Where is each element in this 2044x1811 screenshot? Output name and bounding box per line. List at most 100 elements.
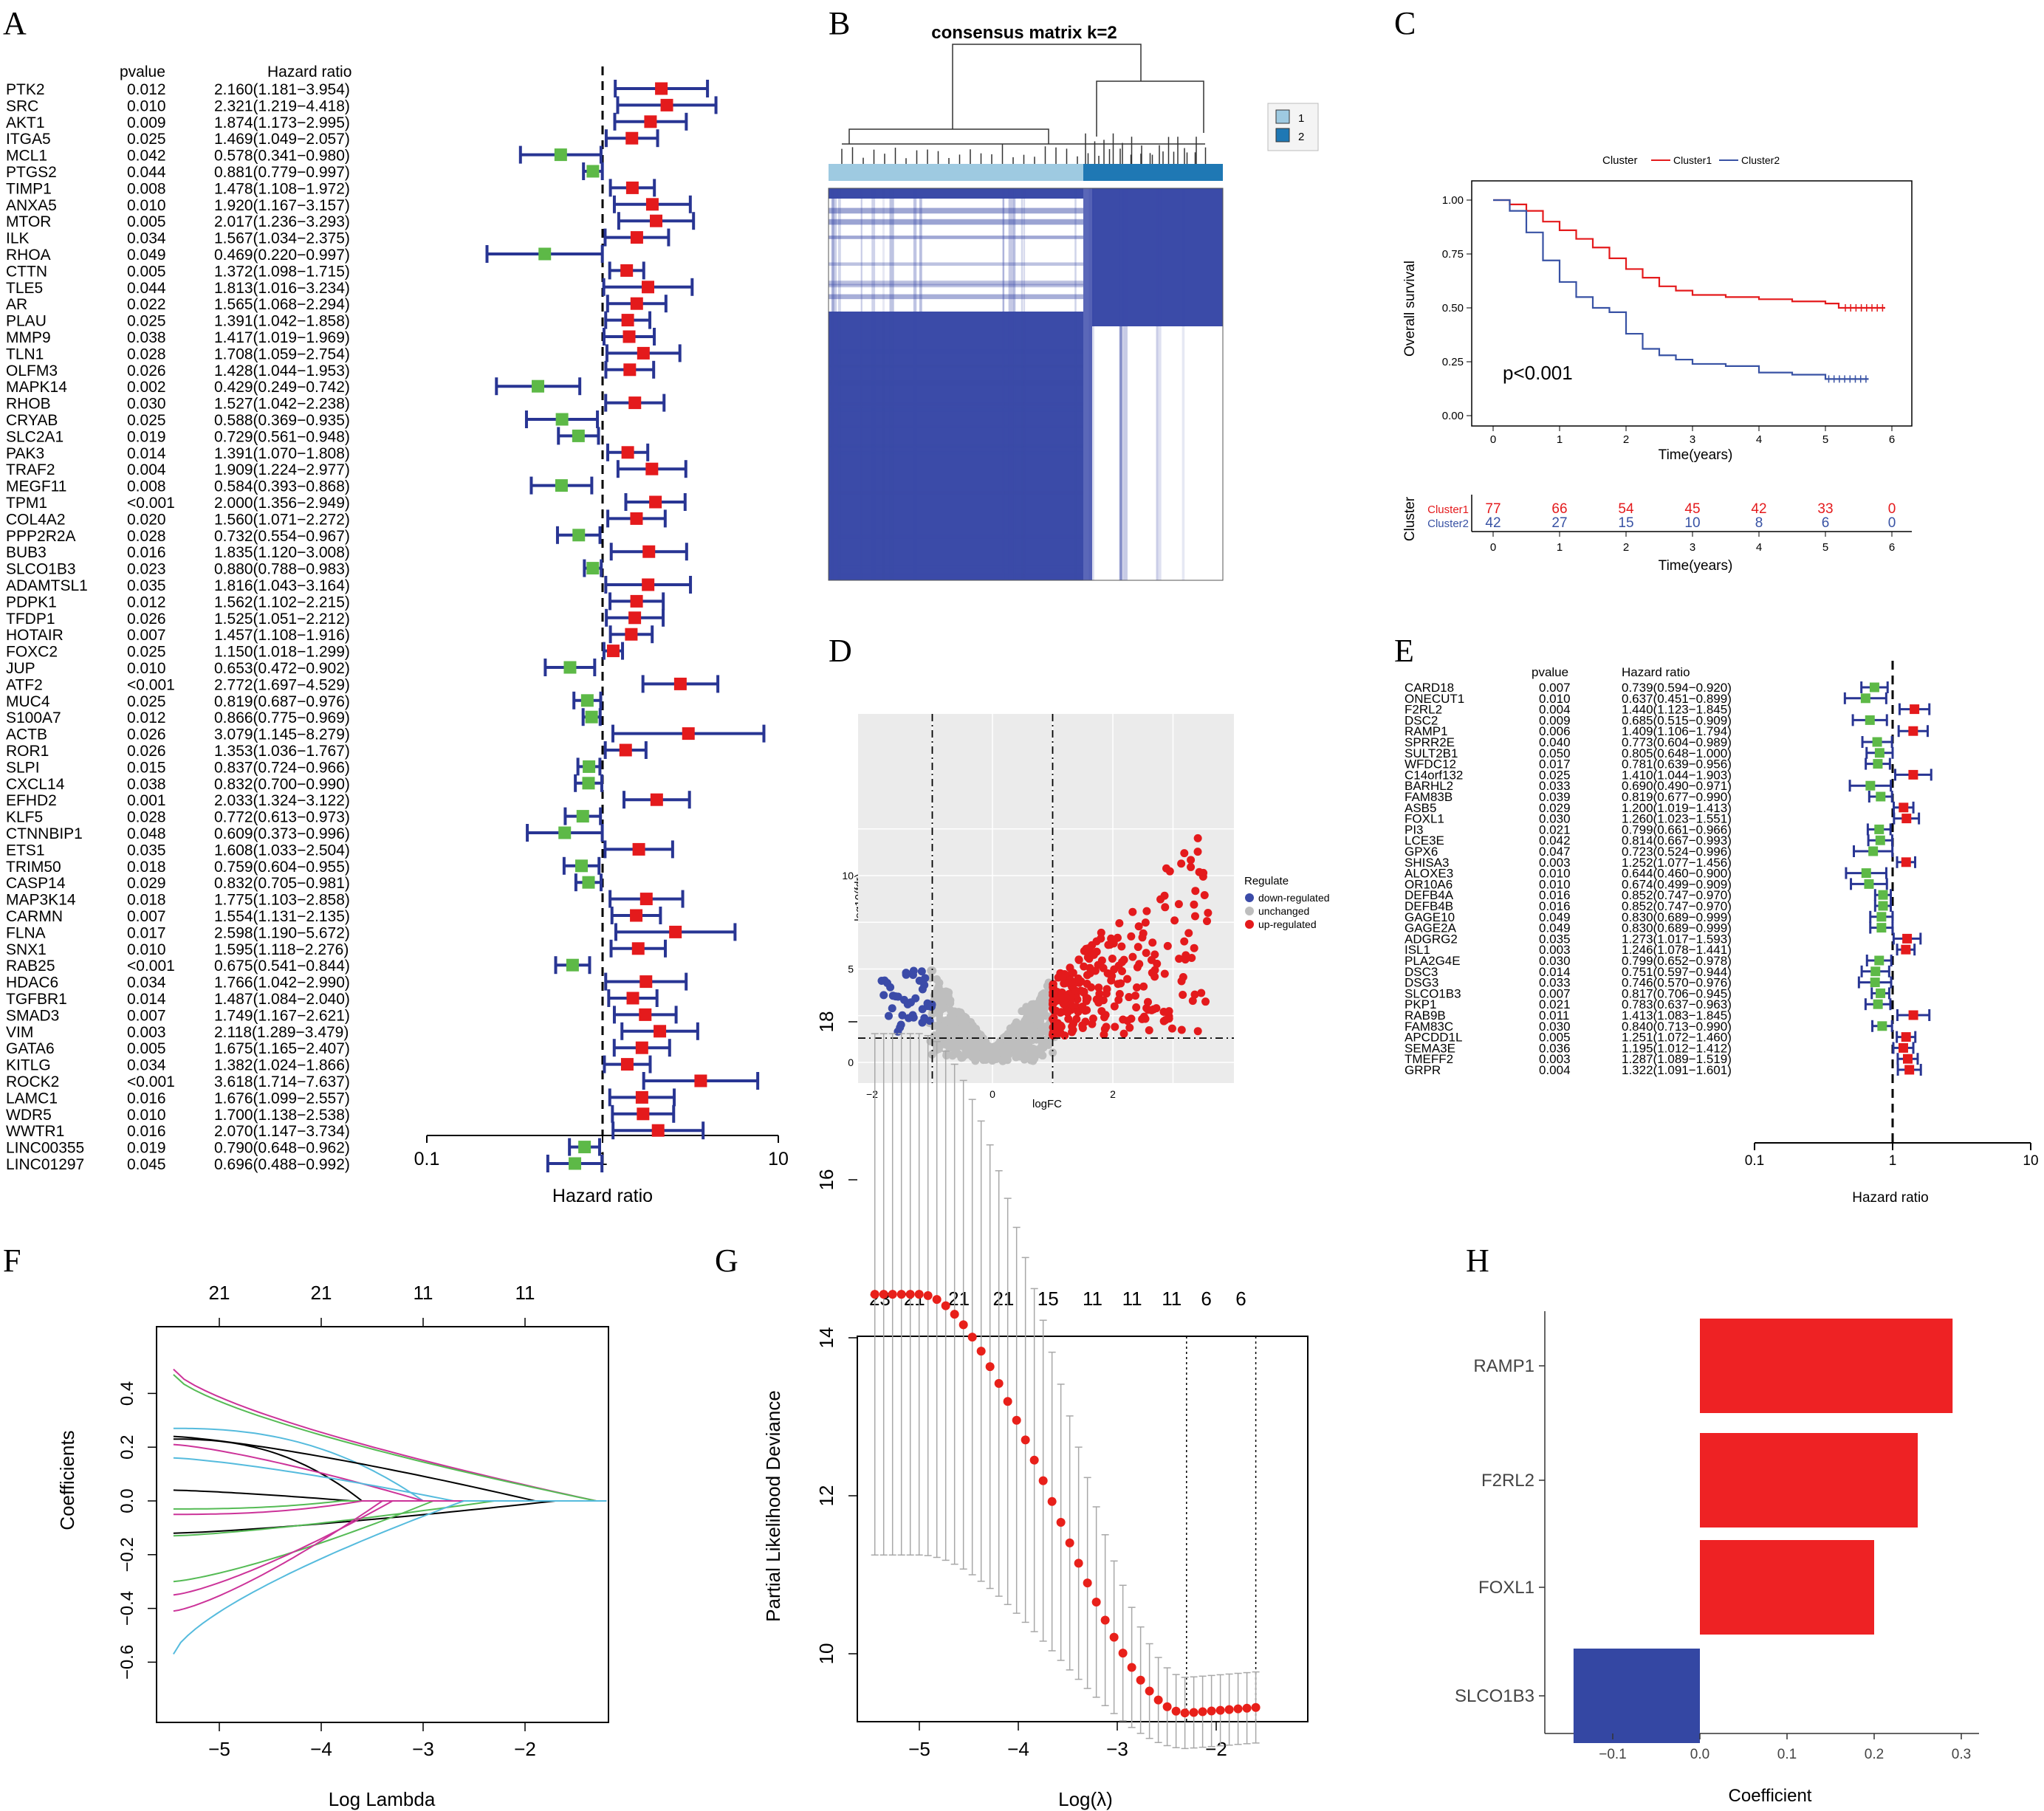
risk-count: 27 bbox=[1551, 515, 1567, 531]
hr-marker bbox=[1876, 791, 1886, 802]
heatmap-stripe bbox=[1074, 188, 1077, 580]
volcano-point-up bbox=[1167, 1024, 1176, 1033]
coef-xlabel: Coefficient bbox=[1729, 1786, 1812, 1806]
pvalue-label: 0.034 bbox=[127, 230, 166, 247]
cv-point bbox=[1003, 1397, 1012, 1406]
hr-marker bbox=[1872, 737, 1882, 747]
hr-marker bbox=[578, 1141, 591, 1154]
pvalue-label: 0.003 bbox=[1539, 1052, 1571, 1066]
cv-point bbox=[879, 1290, 888, 1299]
dendrogram-branch bbox=[848, 128, 1049, 144]
volcano-point-down bbox=[911, 994, 920, 1003]
pvalue-label: 0.048 bbox=[127, 825, 166, 842]
volcano-point-unchanged bbox=[992, 1054, 1001, 1063]
volcano-point-down bbox=[923, 1002, 932, 1011]
coef-category-label: SLCO1B3 bbox=[1455, 1686, 1534, 1706]
lasso-path-g7 bbox=[173, 1457, 607, 1502]
hr-marker bbox=[1878, 901, 1888, 911]
hr-marker bbox=[673, 677, 687, 690]
legend-swatch bbox=[1275, 128, 1290, 142]
pvalue-label: 0.005 bbox=[127, 263, 166, 280]
hr-label: 0.852(0.747−0.970) bbox=[1622, 899, 1732, 913]
risk-count: 42 bbox=[1485, 515, 1501, 531]
gene-label: KLF5 bbox=[6, 809, 43, 826]
volcano-point-up bbox=[1125, 993, 1134, 1002]
gene-label: MAP3K14 bbox=[6, 892, 76, 909]
risk-count: 10 bbox=[1684, 515, 1700, 531]
hr-marker bbox=[635, 1090, 648, 1104]
volcano-point-unchanged bbox=[973, 1028, 982, 1037]
lasso-path-f: Log Lambda Coefficients −5 −4 −3 −2 21 21 11 11… bbox=[56, 1282, 609, 1810]
volcano-point-down bbox=[908, 970, 917, 979]
volcano-point-up bbox=[1175, 955, 1184, 963]
hr-label: 1.708(1.059−2.754) bbox=[214, 346, 350, 362]
risk-xtick-label: 0 bbox=[1490, 541, 1496, 554]
heatmap-stripe bbox=[829, 574, 1083, 579]
cv-ytick-label: 18 bbox=[815, 1011, 837, 1033]
hr-label: 0.637(0.451−0.899) bbox=[1622, 692, 1732, 706]
gene-label: ADGRG2 bbox=[1405, 932, 1458, 946]
cv-point bbox=[1109, 1632, 1119, 1642]
volcano-point-up bbox=[1089, 950, 1098, 959]
hr-marker bbox=[632, 842, 645, 856]
volcano-point-unchanged bbox=[1031, 1046, 1040, 1055]
hr-label: 0.729(0.561−0.948) bbox=[214, 428, 350, 445]
cv-point bbox=[1047, 1496, 1057, 1506]
hr-label: 0.781(0.639−0.956) bbox=[1622, 757, 1732, 772]
panel-label-e: E bbox=[1394, 633, 1414, 669]
hr-label: 0.866(0.775−0.969) bbox=[214, 709, 350, 726]
heatmap-stripe bbox=[1008, 188, 1014, 580]
volcano-point-unchanged bbox=[942, 1049, 951, 1058]
volcano-point-unchanged bbox=[1023, 1005, 1032, 1014]
volcano-point-up bbox=[1091, 966, 1100, 975]
km-frame bbox=[1471, 180, 1913, 427]
volcano-point-unchanged bbox=[949, 1041, 958, 1050]
km-ylabel: Overall survival bbox=[1402, 261, 1418, 357]
pvalue-label: 0.003 bbox=[127, 1024, 166, 1041]
pvalue-label: <0.001 bbox=[127, 676, 175, 693]
risk-count: 66 bbox=[1551, 501, 1567, 517]
volcano-point-up bbox=[1174, 900, 1183, 909]
volcano-point-unchanged bbox=[930, 994, 939, 1003]
volcano-point-unchanged bbox=[961, 1051, 970, 1059]
gene-label: PKP1 bbox=[1405, 997, 1436, 1011]
heatmap-stripe bbox=[1156, 188, 1162, 580]
volcano-point-up bbox=[1072, 1014, 1081, 1023]
hr-label: 1.595(1.118−2.276) bbox=[214, 941, 349, 958]
heatmap-stripe bbox=[882, 188, 885, 580]
km-xtick-label: 3 bbox=[1690, 433, 1695, 446]
hr-marker bbox=[623, 363, 637, 377]
pvalue-label: 0.023 bbox=[127, 561, 166, 578]
volcano-point-up bbox=[1119, 1029, 1128, 1038]
hr-label: 1.567(1.034−2.375) bbox=[214, 230, 350, 247]
pvalue-label: 0.028 bbox=[127, 528, 166, 545]
hr-label: 0.746(0.570−0.976) bbox=[1622, 976, 1732, 990]
pvalue-label: 0.026 bbox=[127, 743, 166, 760]
dendrogram-branch bbox=[1096, 80, 1204, 137]
hr-label: 1.413(1.083−1.845) bbox=[1622, 1008, 1732, 1023]
pvalue-label: 0.004 bbox=[1539, 1063, 1571, 1077]
hr-marker bbox=[572, 529, 586, 542]
gene-label: LINC00355 bbox=[6, 1140, 84, 1157]
lasso-path-g13 bbox=[173, 1500, 607, 1583]
gene-label: DEFB4B bbox=[1405, 899, 1453, 913]
volcano-point-up bbox=[1054, 1029, 1063, 1038]
pvalue-label: 0.005 bbox=[127, 213, 166, 230]
hr-label: 0.723(0.524−0.996) bbox=[1622, 845, 1732, 859]
gene-label: VIM bbox=[6, 1024, 33, 1041]
pvalue-label: 0.028 bbox=[127, 346, 166, 362]
volcano-point-up bbox=[1092, 995, 1101, 1004]
forest-plot-e: pvalue Hazard ratio Hazard ratio 0.1 1 10 C… bbox=[1405, 661, 2039, 1206]
gene-label: MEGF11 bbox=[6, 478, 66, 495]
hr-marker bbox=[694, 1074, 707, 1087]
heatmap-stripe bbox=[1123, 188, 1128, 580]
hr-label: 0.805(0.648−1.000) bbox=[1622, 746, 1732, 760]
cv-point bbox=[985, 1362, 995, 1372]
hr-marker bbox=[1899, 803, 1909, 813]
hr-marker bbox=[1870, 966, 1881, 977]
hr-label: 1.816(1.043−3.164) bbox=[214, 577, 350, 594]
pvalue-label: 0.033 bbox=[1539, 976, 1571, 990]
pvalue-label: 0.017 bbox=[1539, 757, 1571, 772]
hr-marker bbox=[660, 98, 673, 111]
volcano-point-unchanged bbox=[983, 1043, 992, 1052]
